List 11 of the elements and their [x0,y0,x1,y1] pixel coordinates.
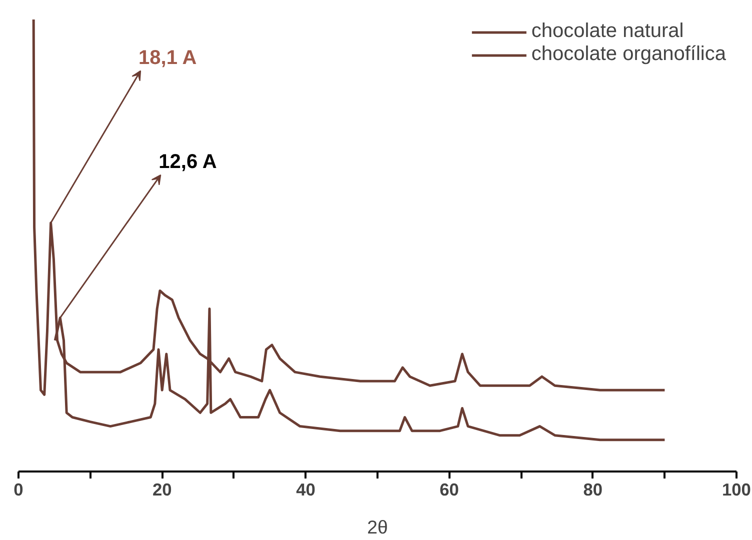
legend-label: chocolate natural [531,20,684,43]
annotation: 18,1 A [138,46,197,69]
x-tick-label: 80 [583,480,603,500]
x-tick-label: 60 [440,480,459,500]
x-tick-label: 20 [152,480,172,500]
x-axis-title: 2θ [367,516,388,538]
x-tick-label: 40 [296,480,316,500]
annotation: 12,6 A [158,150,217,173]
legend-label: chocolate organofílica [531,43,726,66]
x-tick-label: 0 [14,480,24,500]
x-tick-label: 100 [722,480,751,500]
